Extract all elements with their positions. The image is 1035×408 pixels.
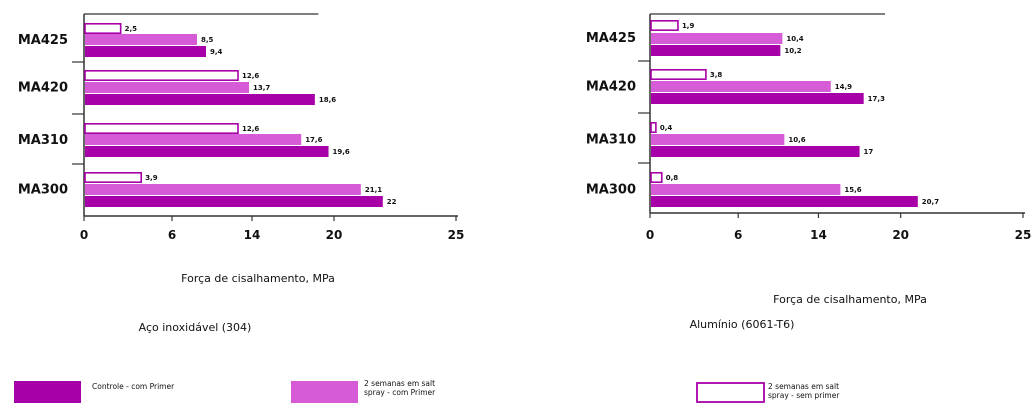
- legend-swatch: [291, 381, 358, 403]
- data-label: 21,1: [365, 186, 382, 194]
- category-label: MA425: [586, 31, 636, 46]
- x-tick-label: 6: [168, 228, 176, 242]
- data-label: 17,3: [868, 95, 885, 103]
- bar-controle: [85, 46, 206, 57]
- legend-label: spray - sem primer: [768, 391, 840, 400]
- data-label: 3,9: [145, 174, 158, 182]
- bar-sem_primer: [84, 70, 239, 82]
- bar-sem_primer: [650, 69, 707, 81]
- bar-primer: [85, 82, 249, 93]
- bar-primer: [651, 184, 841, 195]
- bar-sem_primer: [650, 122, 657, 134]
- x-tick-label: 20: [892, 228, 909, 242]
- bar-sem_primer: [650, 19, 679, 31]
- x-tick-label: 20: [326, 228, 343, 242]
- data-label: 22: [387, 198, 397, 206]
- data-label: 14,9: [835, 83, 852, 91]
- bar-primer: [651, 134, 785, 145]
- data-label: 19,6: [333, 148, 350, 156]
- bar-primer: [651, 81, 831, 92]
- x-axis-label: Força de cisalhamento, MPa: [773, 293, 927, 306]
- legend-label: 2 semanas em salt: [768, 382, 839, 391]
- chart-aluminum: 0 6 14 20 25 MA425 1,9 10,4 10,2 MA420 3,8 14,9 17,3…: [586, 13, 1032, 331]
- data-label: 1,9: [682, 22, 695, 30]
- data-label: 20,7: [922, 198, 939, 206]
- data-label: 17,6: [305, 136, 322, 144]
- x-tick-label: 25: [448, 228, 465, 242]
- legend-label: Controle - com Primer: [92, 382, 175, 391]
- chart-title: Alumínio (6061-T6): [690, 318, 795, 331]
- legend: Controle - com Primer 2 semanas em saltsp…: [14, 379, 840, 403]
- x-axis-label: Força de cisalhamento, MPa: [181, 272, 335, 285]
- bar-sem_primer: [84, 172, 143, 184]
- category-label: MA300: [586, 183, 636, 198]
- data-label: 15,6: [844, 186, 861, 194]
- bar-sem_primer: [84, 22, 122, 34]
- data-label: 13,7: [253, 84, 270, 92]
- bar-controle: [651, 93, 864, 104]
- x-tick-label: 14: [244, 228, 261, 242]
- bar-sem_primer: [84, 123, 239, 135]
- data-label: 0,8: [666, 174, 679, 182]
- data-label: 12,6: [242, 72, 259, 80]
- bar-primer: [651, 33, 783, 44]
- x-tick-label: 6: [734, 228, 742, 242]
- category-label: MA310: [586, 133, 636, 148]
- data-label: 8,5: [201, 36, 214, 44]
- bar-controle: [85, 196, 383, 207]
- bar-controle: [651, 45, 781, 56]
- x-tick-label: 14: [810, 228, 827, 242]
- category-label: MA420: [586, 80, 636, 95]
- legend-swatch: [696, 382, 765, 403]
- data-label: 2,5: [125, 25, 138, 33]
- bar-primer: [85, 34, 197, 45]
- bar-controle: [85, 94, 315, 105]
- legend-item-controle: Controle - com Primer: [14, 381, 175, 403]
- category-label: MA300: [18, 183, 68, 198]
- bar-primer: [85, 184, 361, 195]
- bar-sem_primer: [650, 172, 663, 184]
- legend-label: spray - com Primer: [364, 388, 436, 397]
- category-label: MA420: [18, 81, 68, 96]
- data-label: 18,6: [319, 96, 336, 104]
- data-label: 9,4: [210, 48, 223, 56]
- bar-primer: [85, 134, 302, 145]
- x-tick-label: 25: [1015, 228, 1032, 242]
- x-tick-label: 0: [646, 228, 654, 242]
- chart-title: Aço inoxidável (304): [139, 321, 252, 334]
- data-label: 10,2: [784, 47, 801, 55]
- category-label: MA310: [18, 133, 68, 148]
- data-label: 0,4: [660, 124, 673, 132]
- data-label: 10,4: [786, 35, 803, 43]
- data-label: 3,8: [710, 71, 723, 79]
- category-label: MA425: [18, 33, 68, 48]
- data-label: 12,6: [242, 125, 259, 133]
- data-label: 10,6: [788, 136, 805, 144]
- bar-controle: [651, 196, 918, 207]
- bar-controle: [85, 146, 329, 157]
- x-tick-label: 0: [80, 228, 88, 242]
- chart-steel: 0 6 14 20 25 MA425 2,5 8,5 9,4 MA420 12,6 13,7 18,6 M…: [18, 13, 465, 334]
- legend-swatch: [14, 381, 81, 403]
- bar-controle: [651, 146, 860, 157]
- legend-label: 2 semanas em salt: [364, 379, 435, 388]
- data-label: 17: [864, 148, 874, 156]
